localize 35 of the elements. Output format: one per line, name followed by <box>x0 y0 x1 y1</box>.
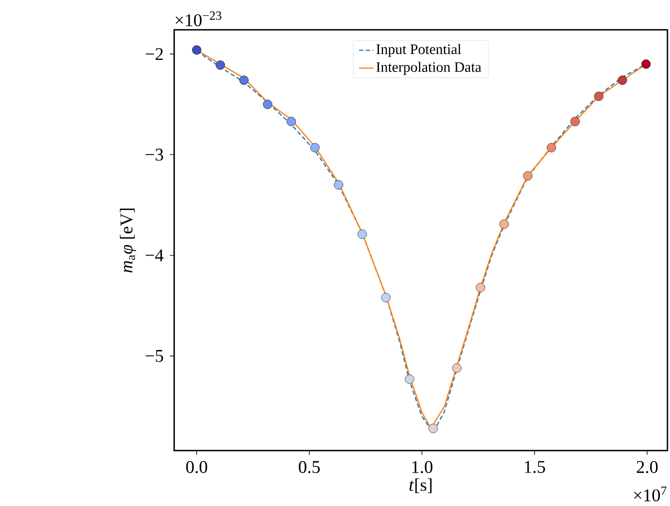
y-axis-title: m$_{a}$φ [eV] <box>120 208 136 273</box>
x-tick-label: 1.0 <box>412 460 432 474</box>
point <box>428 424 438 434</box>
point <box>263 100 272 109</box>
x-tick-label: 1.5 <box>524 460 546 474</box>
legend-label: Interpolation Data <box>376 62 482 75</box>
point <box>310 142 320 152</box>
point <box>546 142 556 152</box>
x-axis-title: t[s] <box>410 478 432 494</box>
point <box>334 180 344 190</box>
point <box>216 60 225 70</box>
point <box>570 116 580 126</box>
y-tick-label: −5 <box>146 350 164 362</box>
point <box>192 45 202 55</box>
point <box>358 230 367 239</box>
text: ×10$^{7}$ <box>634 486 666 502</box>
point <box>381 292 390 302</box>
point <box>594 92 604 101</box>
y-tick-label: −4 <box>146 249 164 262</box>
point <box>239 76 249 85</box>
point <box>523 171 532 180</box>
legend-label: Input Potential <box>376 44 462 58</box>
point <box>452 363 462 373</box>
point <box>404 374 414 384</box>
y-tick-label: −3 <box>146 148 164 161</box>
point <box>500 219 509 229</box>
point <box>476 282 486 292</box>
text: ×10$^{−23}$ <box>176 11 222 26</box>
x-tick-label: 0.5 <box>298 460 320 474</box>
x-tick-label: 2.0 <box>636 460 658 474</box>
point <box>286 116 296 126</box>
point <box>641 59 651 69</box>
point <box>618 76 628 85</box>
y-tick-label: −2 <box>146 48 163 60</box>
x-tick-label: 0.0 <box>186 460 208 474</box>
